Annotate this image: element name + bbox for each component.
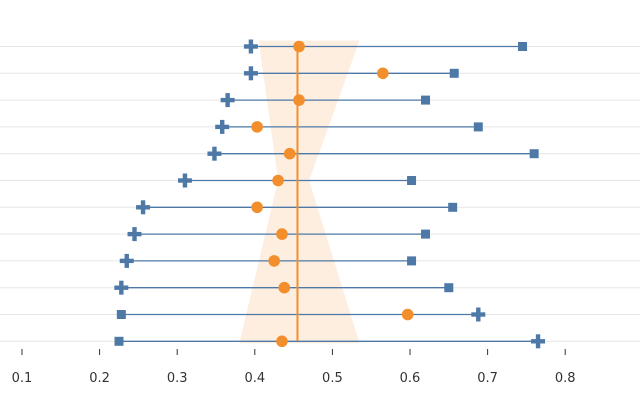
x-tick-label: 0.4 [244, 371, 265, 386]
cross-marker-bar [124, 253, 129, 268]
circle-marker [251, 201, 263, 214]
cross-marker-bar [535, 334, 541, 349]
circle-marker [293, 40, 305, 53]
cross-marker-bar [476, 307, 481, 322]
cross-marker-bar [248, 66, 254, 81]
x-axis: 0.1 0.2 0.3 0.4 0.5 0.6 0.7 0.8 [12, 349, 576, 386]
square-marker [407, 256, 417, 266]
cross-marker-bar [119, 280, 124, 295]
square-marker [421, 95, 431, 105]
circle-marker [283, 147, 296, 160]
square-marker [116, 310, 126, 319]
circle-marker [278, 281, 291, 294]
cross-marker-bar [220, 119, 225, 134]
circle-marker [268, 255, 281, 267]
band-area [239, 40, 360, 344]
circle-marker [401, 308, 414, 321]
square-marker [473, 122, 483, 132]
circle-marker [251, 121, 263, 133]
circle-marker [377, 67, 389, 80]
circle-marker [276, 228, 288, 240]
cross-marker [220, 93, 235, 108]
cross-marker [243, 66, 258, 81]
cross-marker-bar [225, 93, 230, 108]
square-marker [529, 149, 539, 159]
x-tick-label: 0.5 [322, 371, 343, 386]
cross-marker [177, 173, 192, 188]
cross-marker-bar [248, 39, 254, 54]
cross-marker [207, 146, 222, 161]
cross-marker [127, 227, 142, 242]
square-marker [448, 202, 458, 212]
circle-marker [276, 335, 288, 348]
square-marker [449, 68, 459, 78]
cross-marker-bar [140, 200, 146, 215]
cross-marker-bar [182, 173, 188, 188]
cross-marker-bar [212, 146, 217, 161]
cross-marker [471, 307, 486, 322]
cross-marker-bar [132, 227, 137, 242]
x-tick-label: 0.3 [167, 371, 188, 386]
confidence-band [239, 40, 360, 344]
square-marker [518, 42, 528, 51]
cross-marker [243, 39, 258, 54]
square-marker [444, 283, 454, 293]
cross-marker [119, 253, 134, 268]
circle-marker [293, 94, 305, 106]
cross-marker [531, 334, 546, 349]
cross-marker [136, 200, 151, 215]
square-marker [114, 336, 124, 346]
square-marker [407, 176, 417, 185]
x-tick-label: 0.7 [477, 371, 498, 386]
cross-marker [114, 280, 129, 295]
markers [114, 39, 546, 349]
x-tick-label: 0.6 [400, 371, 421, 386]
circle-marker [272, 174, 284, 187]
x-tick-label: 0.2 [89, 371, 110, 386]
cross-marker [215, 119, 230, 134]
x-tick-label: 0.8 [555, 371, 576, 386]
x-tick-label: 0.1 [12, 371, 33, 386]
square-marker [421, 229, 431, 239]
